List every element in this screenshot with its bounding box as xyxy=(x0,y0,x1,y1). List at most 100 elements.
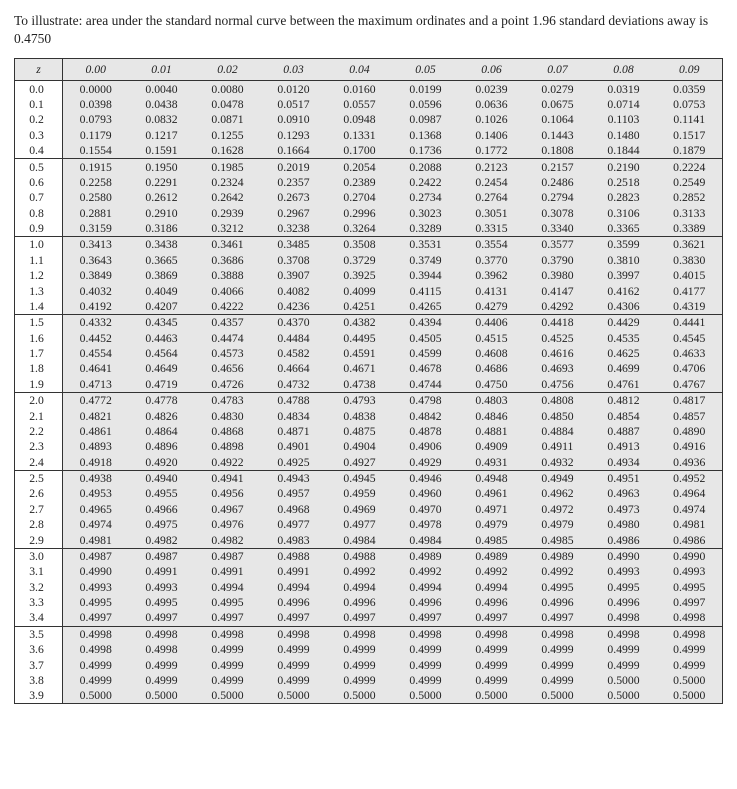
table-cell: 0.4896 xyxy=(129,439,195,454)
table-cell: 0.3997 xyxy=(591,268,657,283)
table-cell: 0.4999 xyxy=(525,642,591,657)
table-cell: 0.5000 xyxy=(591,688,657,704)
table-cell: 0.4980 xyxy=(591,517,657,532)
table-cell: 0.3925 xyxy=(327,268,393,283)
table-cell: 0.4927 xyxy=(327,454,393,470)
table-row: 0.40.15540.15910.16280.16640.17000.17360… xyxy=(15,143,723,159)
z-value: 0.6 xyxy=(15,175,63,190)
table-cell: 0.3944 xyxy=(393,268,459,283)
table-cell: 0.3485 xyxy=(261,237,327,253)
table-cell: 0.3365 xyxy=(591,221,657,237)
table-cell: 0.4633 xyxy=(657,346,723,361)
table-cell: 0.1554 xyxy=(63,143,129,159)
table-cell: 0.4999 xyxy=(261,673,327,688)
table-cell: 0.2454 xyxy=(459,175,525,190)
table-cell: 0.4732 xyxy=(261,377,327,393)
z-value: 1.0 xyxy=(15,237,63,253)
table-cell: 0.0714 xyxy=(591,97,657,112)
table-cell: 0.4306 xyxy=(591,299,657,315)
table-cell: 0.4997 xyxy=(195,610,261,626)
table-cell: 0.4999 xyxy=(327,642,393,657)
table-cell: 0.3554 xyxy=(459,237,525,253)
table-cell: 0.5000 xyxy=(459,688,525,704)
table-cell: 0.1517 xyxy=(657,128,723,143)
table-cell: 0.4713 xyxy=(63,377,129,393)
table-cell: 0.3159 xyxy=(63,221,129,237)
table-cell: 0.4989 xyxy=(525,548,591,564)
table-cell: 0.4998 xyxy=(657,626,723,642)
table-cell: 0.4854 xyxy=(591,408,657,423)
table-cell: 0.4236 xyxy=(261,299,327,315)
table-cell: 0.2324 xyxy=(195,175,261,190)
table-cell: 0.4015 xyxy=(657,268,723,283)
table-cell: 0.4965 xyxy=(63,502,129,517)
table-cell: 0.2996 xyxy=(327,205,393,220)
table-cell: 0.2939 xyxy=(195,205,261,220)
table-cell: 0.4981 xyxy=(657,517,723,532)
table-cell: 0.4591 xyxy=(327,346,393,361)
table-cell: 0.4999 xyxy=(63,657,129,672)
table-cell: 0.4997 xyxy=(261,610,327,626)
table-cell: 0.4983 xyxy=(261,532,327,548)
table-cell: 0.4664 xyxy=(261,361,327,376)
table-cell: 0.4990 xyxy=(591,548,657,564)
z-value: 0.2 xyxy=(15,112,63,127)
table-cell: 0.1915 xyxy=(63,159,129,175)
z-value: 3.0 xyxy=(15,548,63,564)
table-row: 3.20.49930.49930.49940.49940.49940.49940… xyxy=(15,579,723,594)
table-cell: 0.1772 xyxy=(459,143,525,159)
table-cell: 0.1179 xyxy=(63,128,129,143)
table-cell: 0.0478 xyxy=(195,97,261,112)
table-cell: 0.4998 xyxy=(591,626,657,642)
table-row: 2.90.49810.49820.49820.49830.49840.49840… xyxy=(15,532,723,548)
table-caption: To illustrate: area under the standard n… xyxy=(14,12,723,48)
z-value: 2.4 xyxy=(15,454,63,470)
table-cell: 0.4599 xyxy=(393,346,459,361)
table-header-row: z 0.00 0.01 0.02 0.03 0.04 0.05 0.06 0.0… xyxy=(15,59,723,81)
table-cell: 0.4995 xyxy=(591,579,657,594)
table-cell: 0.4996 xyxy=(591,595,657,610)
table-cell: 0.4222 xyxy=(195,299,261,315)
table-cell: 0.4995 xyxy=(63,595,129,610)
z-value: 0.5 xyxy=(15,159,63,175)
z-value: 3.7 xyxy=(15,657,63,672)
table-cell: 0.4582 xyxy=(261,346,327,361)
col-header: 0.01 xyxy=(129,59,195,81)
z-value: 1.7 xyxy=(15,346,63,361)
table-cell: 0.4251 xyxy=(327,299,393,315)
table-cell: 0.4463 xyxy=(129,330,195,345)
table-cell: 0.4956 xyxy=(195,486,261,501)
table-cell: 0.1293 xyxy=(261,128,327,143)
table-cell: 0.4370 xyxy=(261,315,327,331)
table-cell: 0.3729 xyxy=(327,253,393,268)
table-cell: 0.0517 xyxy=(261,97,327,112)
table-cell: 0.0636 xyxy=(459,97,525,112)
table-cell: 0.3051 xyxy=(459,205,525,220)
table-cell: 0.2486 xyxy=(525,175,591,190)
table-cell: 0.4975 xyxy=(129,517,195,532)
table-cell: 0.3770 xyxy=(459,253,525,268)
table-cell: 0.4995 xyxy=(129,595,195,610)
table-cell: 0.4925 xyxy=(261,454,327,470)
table-cell: 0.4913 xyxy=(591,439,657,454)
table-cell: 0.4995 xyxy=(195,595,261,610)
table-cell: 0.4974 xyxy=(63,517,129,532)
table-cell: 0.4974 xyxy=(657,502,723,517)
table-cell: 0.4999 xyxy=(129,657,195,672)
table-cell: 0.5000 xyxy=(195,688,261,704)
table-row: 2.70.49650.49660.49670.49680.49690.49700… xyxy=(15,502,723,517)
table-cell: 0.4960 xyxy=(393,486,459,501)
table-cell: 0.4904 xyxy=(327,439,393,454)
table-cell: 0.4987 xyxy=(63,548,129,564)
table-cell: 0.4957 xyxy=(261,486,327,501)
table-cell: 0.3621 xyxy=(657,237,723,253)
table-cell: 0.4931 xyxy=(459,454,525,470)
table-cell: 0.4429 xyxy=(591,315,657,331)
table-cell: 0.3106 xyxy=(591,205,657,220)
table-cell: 0.0239 xyxy=(459,81,525,97)
table-cell: 0.4911 xyxy=(525,439,591,454)
table-cell: 0.4999 xyxy=(591,642,657,657)
table-cell: 0.4993 xyxy=(591,564,657,579)
table-cell: 0.4394 xyxy=(393,315,459,331)
table-cell: 0.0040 xyxy=(129,81,195,97)
